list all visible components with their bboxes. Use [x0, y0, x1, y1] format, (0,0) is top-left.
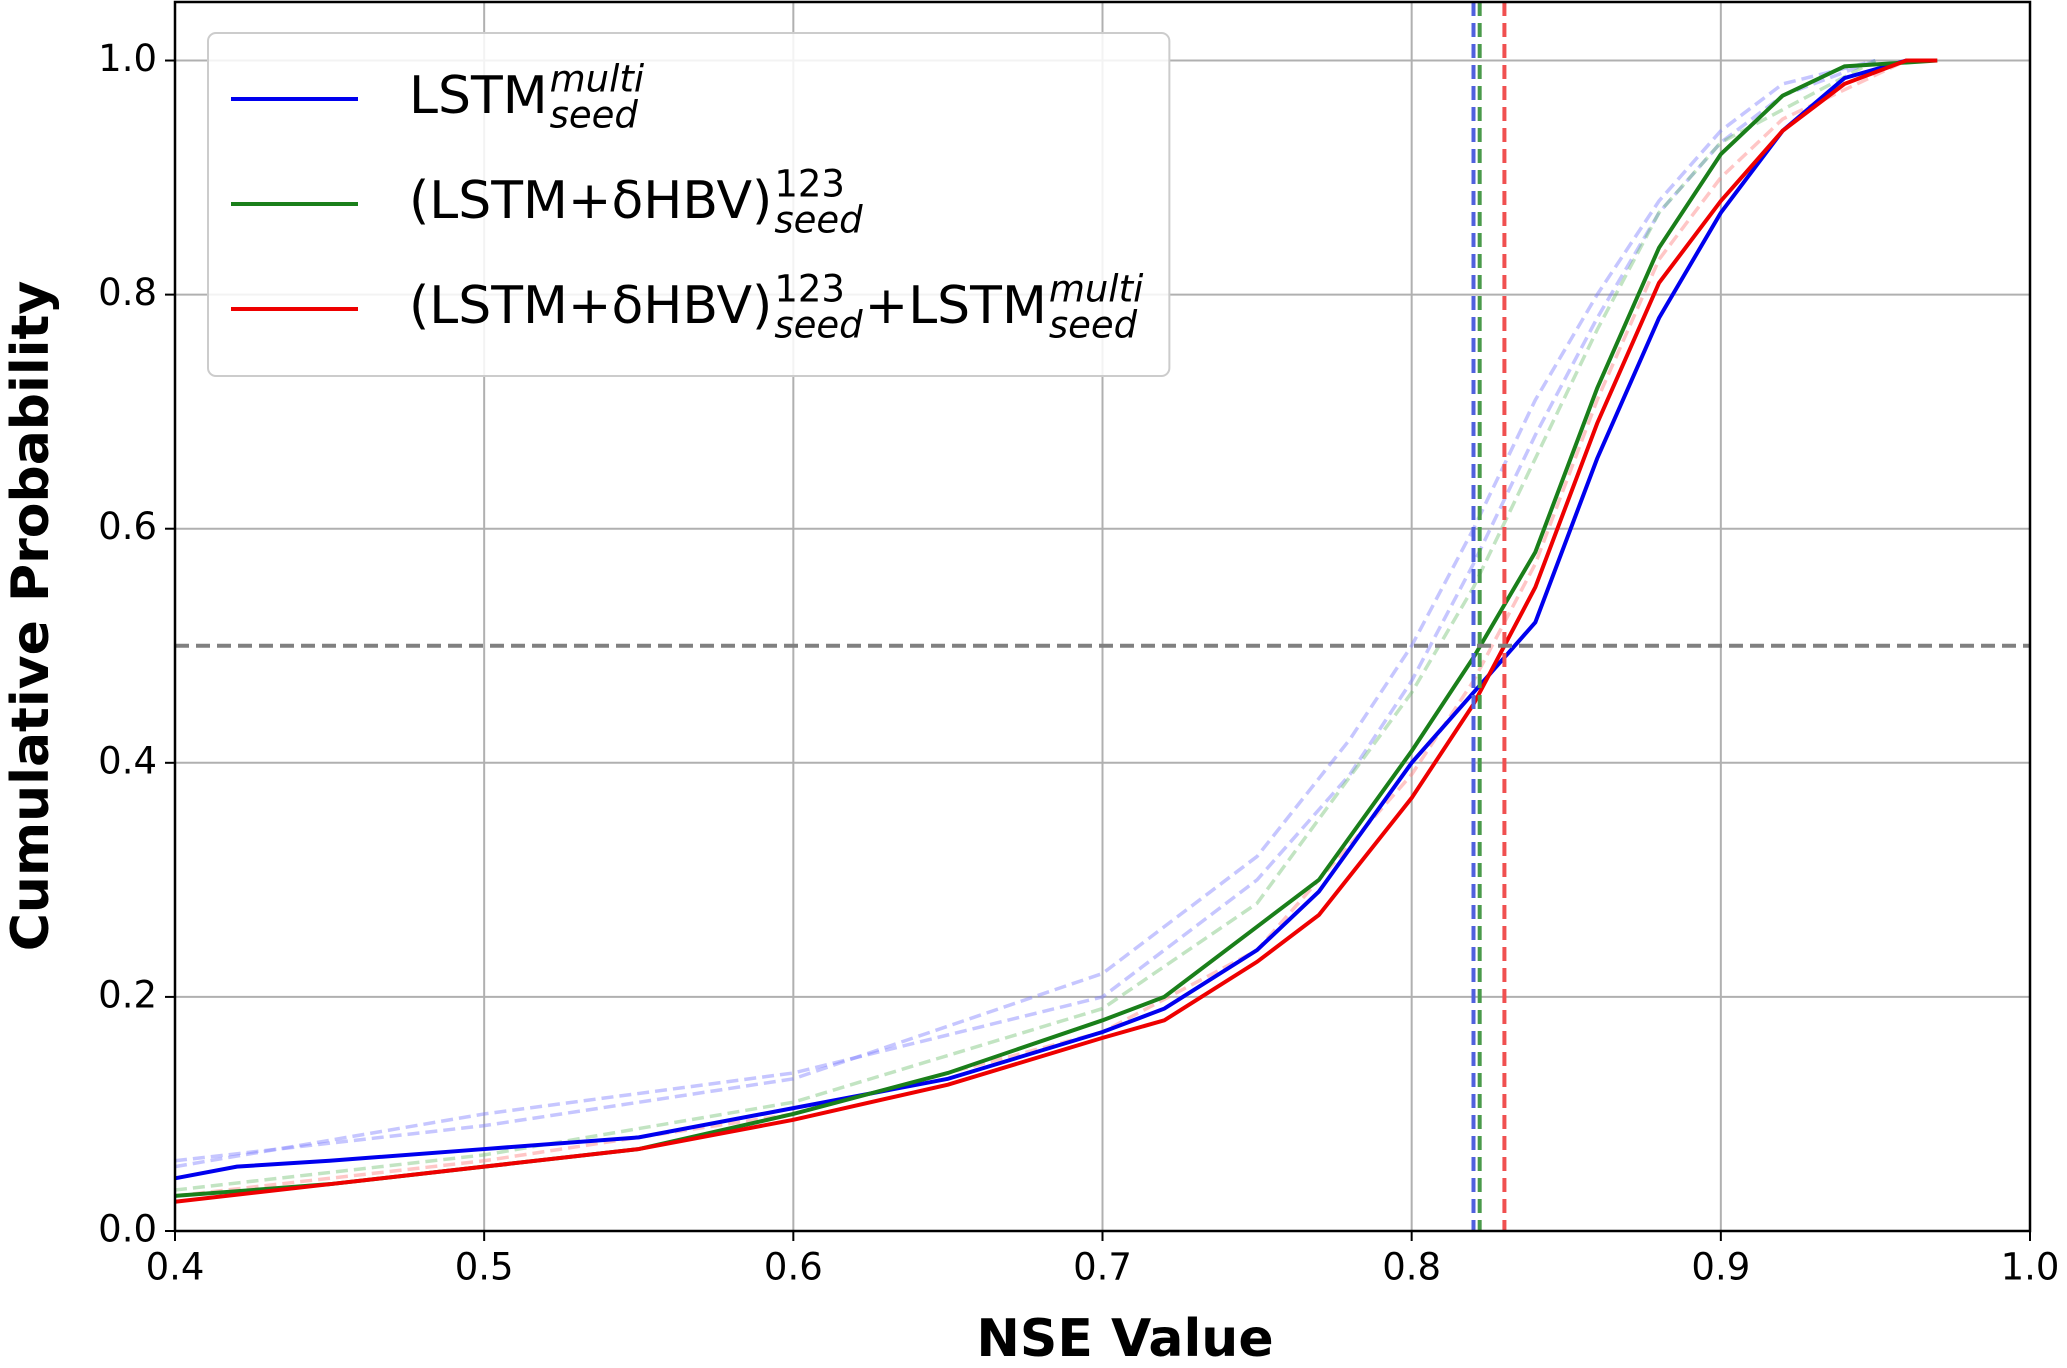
member-line [174, 58, 1877, 1169]
y-tick-label: 0.0 [98, 1208, 157, 1251]
legend-subscript: seed [550, 94, 639, 137]
member-line [174, 58, 1877, 1192]
y-axis-label: Cumulative Probability [1, 281, 61, 952]
legend-label: (LSTM+δHBV) [409, 171, 772, 231]
y-tick-label: 0.6 [98, 505, 157, 548]
legend-superscript: multi [1049, 268, 1144, 311]
x-tick-label: 1.0 [2001, 1246, 2060, 1289]
x-tick-label: 0.7 [1073, 1246, 1132, 1289]
x-axis-label: NSE Value [976, 1309, 1273, 1364]
legend-superscript: multi [550, 58, 645, 101]
x-tick-label: 0.5 [455, 1246, 514, 1289]
legend-superscript: 123 [774, 268, 845, 311]
x-tick-label: 0.8 [1382, 1246, 1441, 1289]
legend-box [207, 32, 1171, 377]
legend-subscript: seed [774, 304, 863, 347]
legend-superscript: 123 [774, 163, 845, 206]
y-tick-label: 0.2 [98, 973, 157, 1016]
legend-label: +LSTM [865, 276, 1047, 336]
x-tick-label: 0.4 [146, 1246, 205, 1289]
legend-subscript: seed [1049, 304, 1138, 347]
y-tick-label: 1.0 [98, 37, 157, 80]
legend-label: (LSTM+δHBV) [409, 276, 772, 336]
y-tick-label: 0.4 [98, 739, 157, 782]
legend-subscript: seed [774, 199, 863, 242]
x-tick-label: 0.6 [764, 1246, 823, 1289]
x-tick-label: 0.9 [1691, 1246, 1750, 1289]
y-tick-label: 0.8 [98, 271, 157, 314]
series-line [174, 58, 1938, 1204]
plot-frame [173, 0, 2032, 1233]
legend-label: LSTM [409, 66, 548, 126]
series-line [174, 58, 1907, 1181]
